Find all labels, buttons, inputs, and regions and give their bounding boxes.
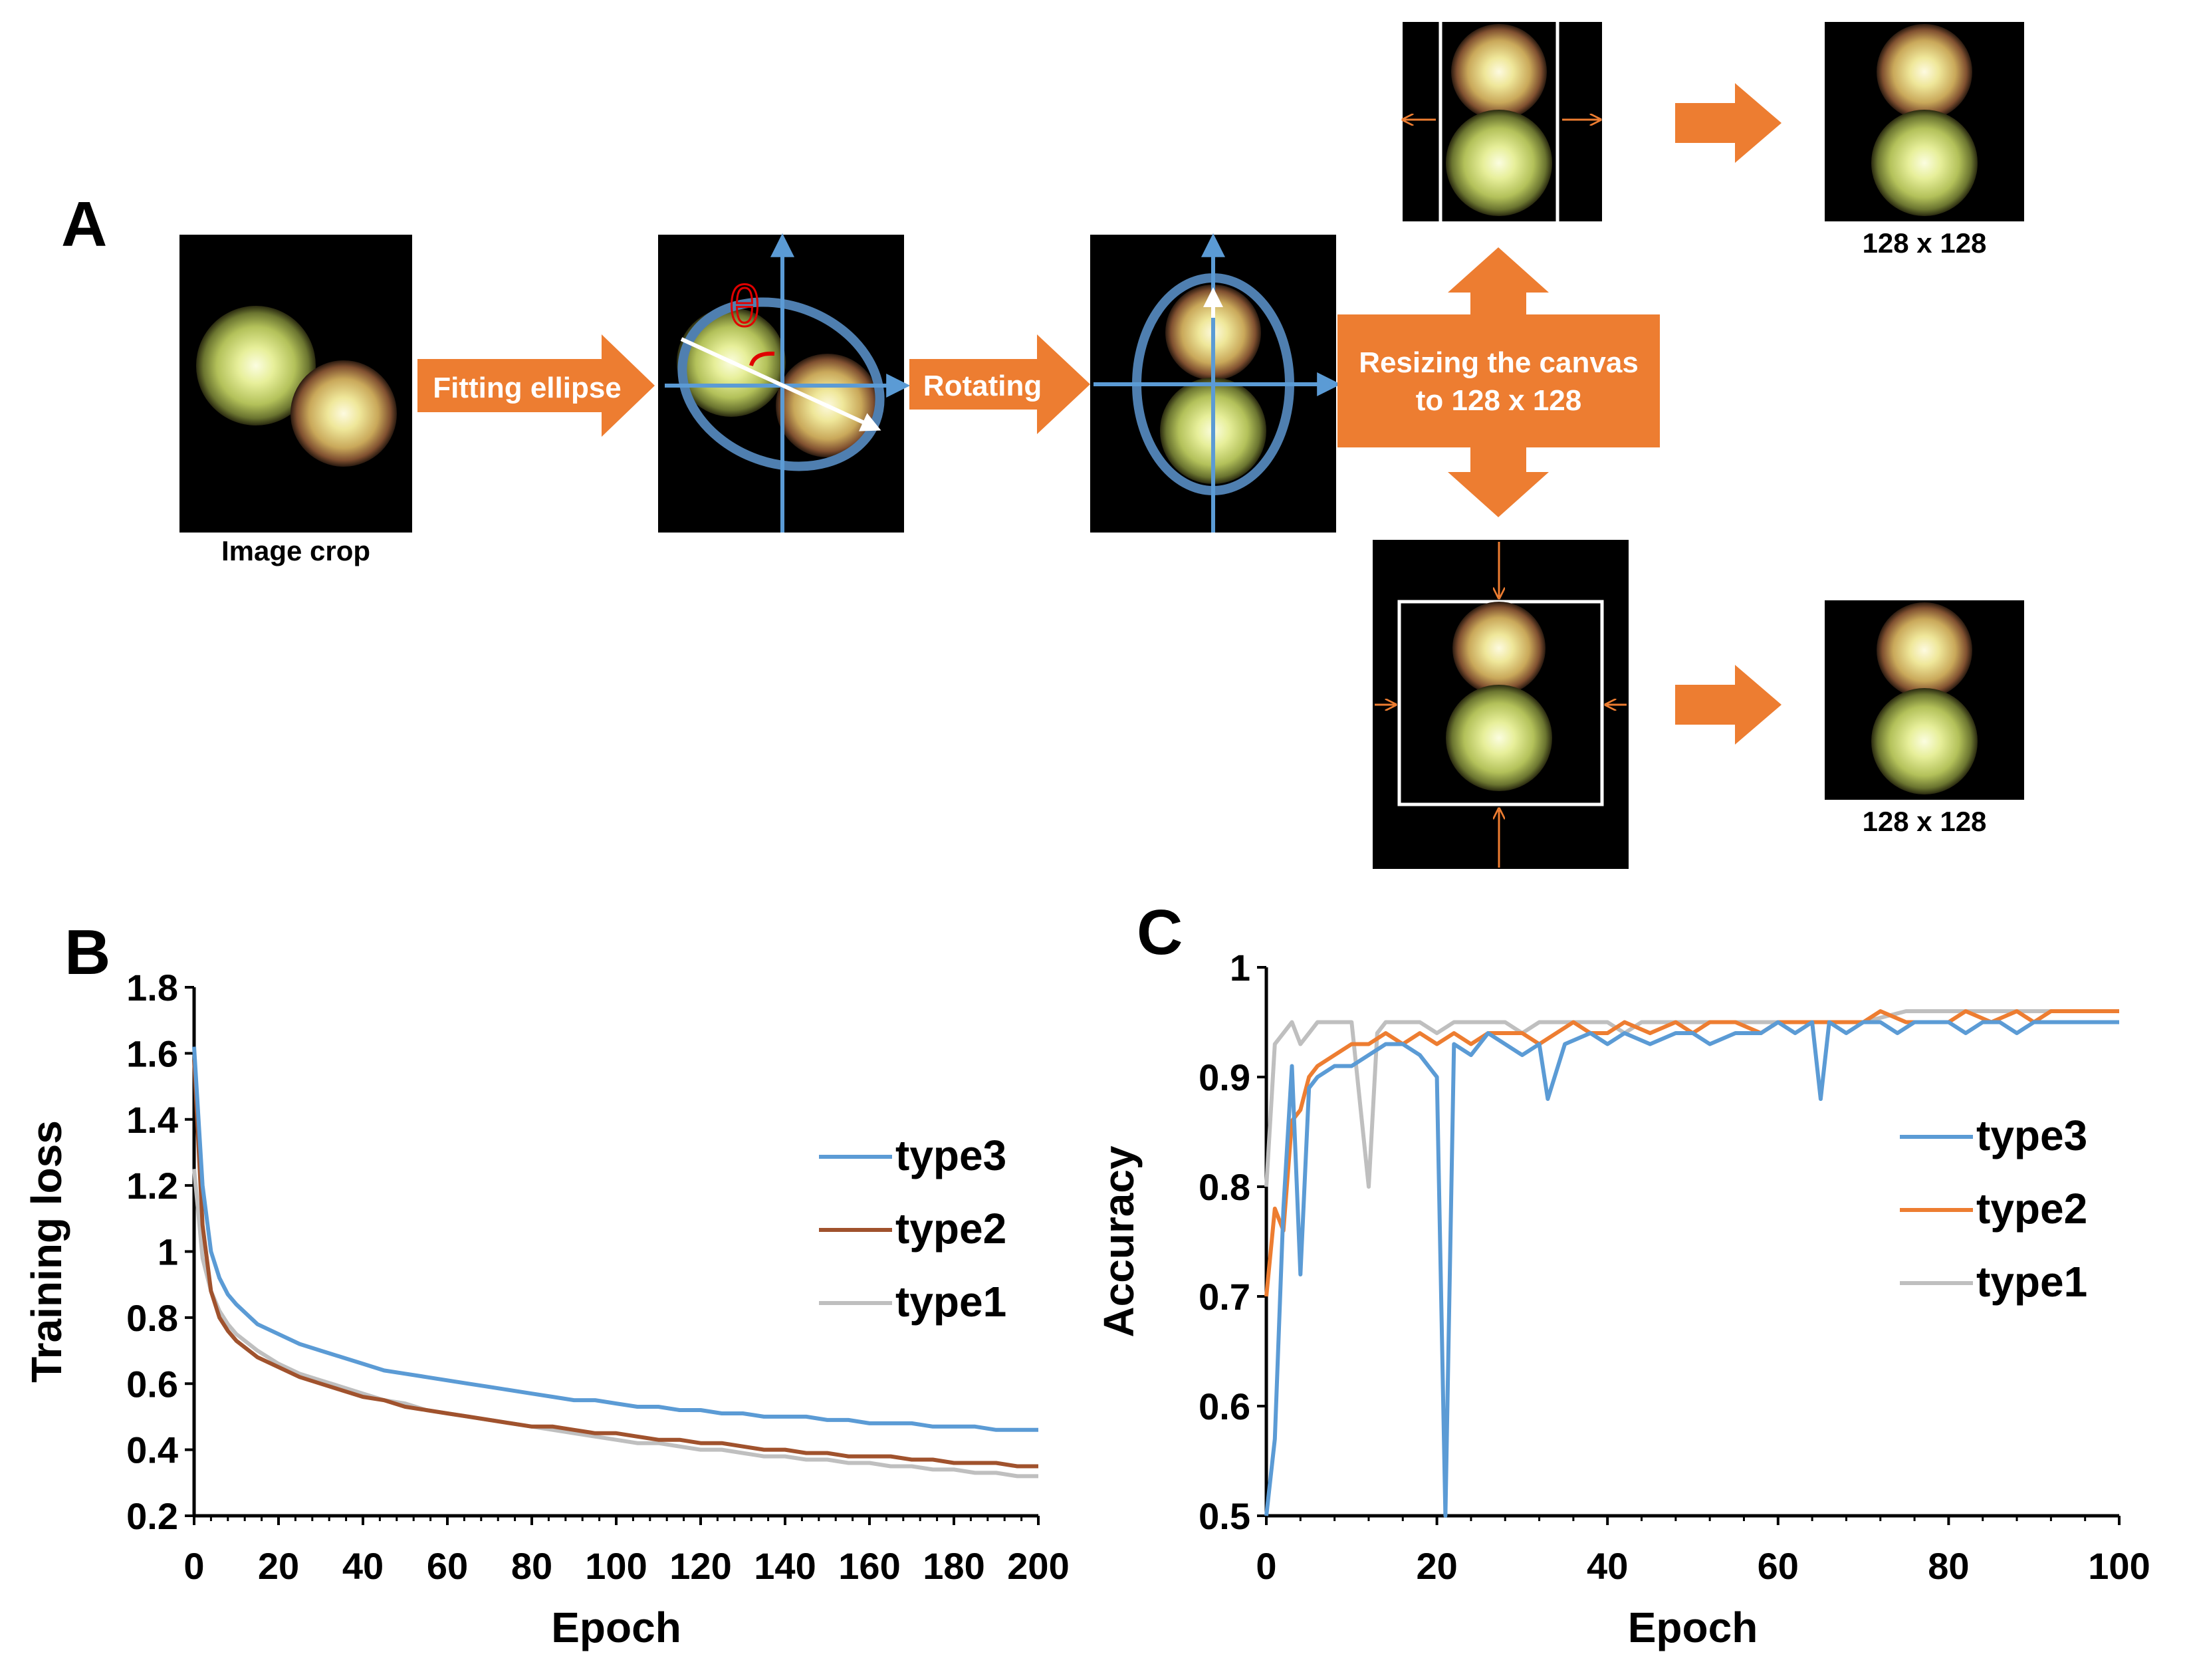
x-tick-label: 0: [1256, 1545, 1276, 1587]
y-tick-label: 0.2: [126, 1495, 178, 1537]
series-line-type2: [192, 1060, 1038, 1469]
series-line-type3: [1264, 1020, 2119, 1518]
x-tick-label: 40: [1587, 1545, 1628, 1587]
legend-label-type3: type3: [1976, 1112, 2087, 1159]
chart-b: B 0.2 0.4 0.6 0.8 1 1.2 1.4 1.6 1.8 0 20 40 60 80 100 12…: [23, 917, 1070, 1651]
x-tick-label: 100: [2088, 1545, 2150, 1587]
panel-letter-a: A: [61, 189, 108, 260]
y-tick-label: 0.7: [1199, 1276, 1250, 1318]
resizing-label-line2: to 128 x 128: [1415, 384, 1582, 418]
y-tick-label: 0.8: [126, 1297, 178, 1339]
y-tick-label: 1: [1230, 947, 1250, 989]
y-tick-label: 1.8: [126, 967, 178, 1009]
y-tick-label: 0.8: [1199, 1166, 1250, 1208]
rotating-arrow: [909, 334, 1090, 434]
x-tick-label: 20: [1416, 1545, 1457, 1587]
series-line-type3: [192, 1046, 1038, 1432]
y-axis-title: Accuracy: [1095, 1145, 1143, 1338]
y-tick-label: 1.6: [126, 1032, 178, 1074]
y-tick-label: 0.6: [126, 1363, 178, 1405]
theta-symbol: θ: [729, 275, 760, 338]
bottom-result-arrow: [1675, 665, 1782, 745]
series-line-type2: [1264, 1009, 2119, 1297]
panel-a: θ: [179, 22, 2024, 869]
top-result-box: [1825, 22, 2024, 221]
fitting-ellipse-label: Fitting ellipse: [433, 372, 622, 404]
x-tick-label: 60: [427, 1545, 468, 1587]
x-tick-label: 100: [585, 1545, 647, 1587]
x-tick-label: 200: [1007, 1545, 1069, 1587]
y-tick-label: 1.2: [126, 1165, 178, 1207]
size-caption-top: 128 x 128: [1862, 227, 1987, 259]
y-tick-label: 0.5: [1199, 1495, 1250, 1537]
resizing-label: Resizing the canvas to 128 x 128: [1337, 344, 1660, 420]
y-tick-label: 0.6: [1199, 1385, 1250, 1427]
top-result-arrow: [1675, 83, 1782, 163]
x-tick-label: 80: [1928, 1545, 1969, 1587]
legend-label-type2: type2: [1976, 1185, 2087, 1233]
legend-label-type2: type2: [895, 1205, 1006, 1253]
legend-label-type3: type3: [895, 1132, 1006, 1179]
series-line-type1: [192, 1169, 1038, 1479]
x-axis-title: Epoch: [551, 1604, 681, 1651]
y-tick-label: 1: [158, 1231, 178, 1273]
resizing-arrow: [1337, 247, 1660, 517]
chart-c: C 0.5 0.6 0.7 0.8 0.9 1 0 20 40 60 80 100 Epoch Accura…: [1095, 897, 2150, 1651]
bottom-canvas-box: [1373, 540, 1629, 869]
x-tick-label: 160: [838, 1545, 900, 1587]
rotated-box: [1090, 233, 1341, 533]
fitting-ellipse-arrow: [417, 334, 655, 437]
bottom-result-box: [1825, 600, 2024, 800]
y-tick-label: 0.9: [1199, 1056, 1250, 1098]
x-axis-title: Epoch: [1628, 1604, 1758, 1651]
legend-label-type1: type1: [1976, 1258, 2087, 1306]
x-tick-label: 140: [754, 1545, 816, 1587]
y-axis-title: Training loss: [23, 1120, 70, 1383]
x-tick-label: 60: [1758, 1545, 1799, 1587]
y-tick-label: 0.4: [126, 1429, 178, 1471]
x-tick-label: 0: [183, 1545, 204, 1587]
panel-letter-b: B: [64, 917, 110, 988]
y-tick-label: 1.4: [126, 1099, 178, 1141]
x-tick-label: 180: [923, 1545, 984, 1587]
image-crop-caption: Image crop: [221, 535, 371, 566]
panel-letter-c: C: [1137, 897, 1183, 968]
image-crop-box: [179, 235, 412, 533]
x-tick-label: 80: [511, 1545, 552, 1587]
x-tick-label: 40: [342, 1545, 384, 1587]
x-tick-label: 120: [669, 1545, 731, 1587]
top-canvas-box: [1403, 22, 1602, 221]
resizing-label-line1: Resizing the canvas: [1359, 346, 1639, 379]
x-tick-label: 20: [258, 1545, 299, 1587]
rotating-label: Rotating: [923, 370, 1042, 402]
ellipse-fit-box: θ: [658, 233, 911, 533]
legend-label-type1: type1: [895, 1278, 1006, 1326]
size-caption-bottom: 128 x 128: [1862, 806, 1987, 837]
